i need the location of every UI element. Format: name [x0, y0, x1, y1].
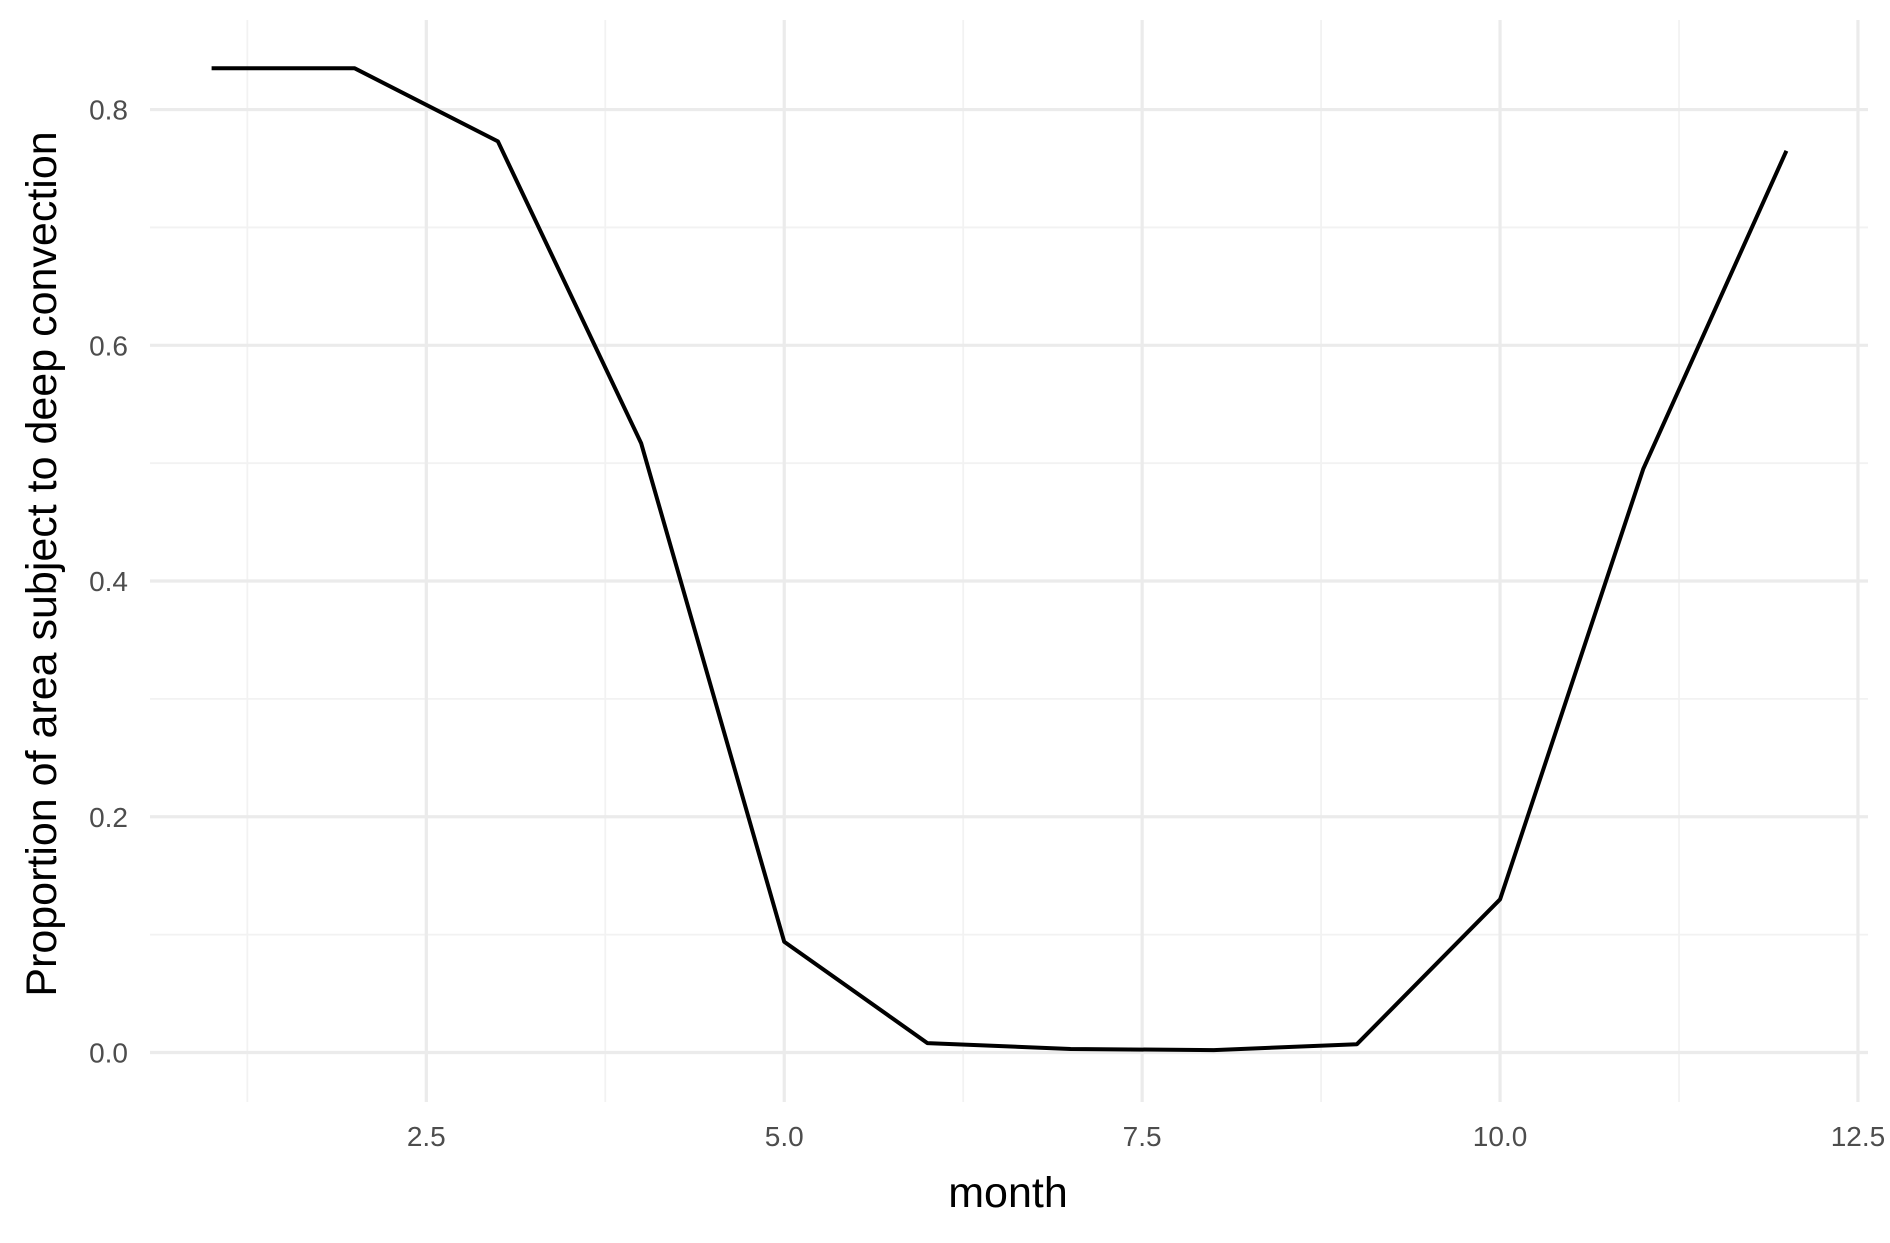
y-tick-label: 0.8 — [89, 95, 128, 126]
series-line — [211, 66, 1789, 1053]
minor-grid — [150, 20, 1868, 1102]
x-tick-label: 5.0 — [765, 1121, 804, 1152]
y-tick-label: 0.6 — [89, 330, 128, 361]
x-axis-tick-labels: 2.5 5.0 7.5 10.0 12.5 — [407, 1121, 1885, 1152]
x-tick-label: 10.0 — [1473, 1121, 1528, 1152]
y-tick-label: 0.4 — [89, 566, 128, 597]
x-axis-title: month — [948, 1169, 1068, 1217]
x-tick-label: 2.5 — [407, 1121, 446, 1152]
major-grid — [150, 20, 1868, 1102]
y-tick-label: 0.2 — [89, 802, 128, 833]
y-axis-title: Proportion of area subject to deep conve… — [18, 131, 66, 996]
series-layer — [211, 66, 1789, 1053]
y-tick-label: 0.0 — [89, 1037, 128, 1068]
x-tick-label: 12.5 — [1831, 1121, 1886, 1152]
y-axis-tick-labels: 0.0 0.2 0.4 0.6 0.8 — [89, 95, 128, 1069]
x-tick-label: 7.5 — [1123, 1121, 1162, 1152]
